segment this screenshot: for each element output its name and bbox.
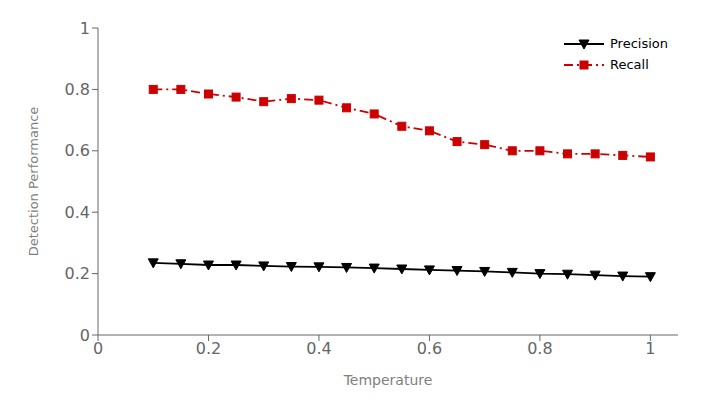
svg-text:0.4: 0.4: [65, 203, 90, 222]
svg-text:0.6: 0.6: [65, 141, 90, 160]
svg-text:0: 0: [80, 326, 90, 345]
svg-text:0.8: 0.8: [527, 339, 552, 358]
html-text:Recall: Recall: [610, 57, 649, 72]
svg-text:1: 1: [645, 339, 655, 358]
html-text:Precision: Precision: [610, 36, 668, 51]
svg-text:0.2: 0.2: [65, 264, 90, 283]
svg-text:Detection Performance: Detection Performance: [26, 107, 41, 257]
svg-text:Temperature: Temperature: [343, 372, 433, 388]
svg-text:1: 1: [80, 19, 90, 38]
svg-text:0.8: 0.8: [65, 80, 90, 99]
svg-text:0.2: 0.2: [196, 339, 221, 358]
svg-text:0.4: 0.4: [306, 339, 331, 358]
svg-text:0: 0: [93, 339, 103, 358]
svg-text:0.6: 0.6: [417, 339, 442, 358]
